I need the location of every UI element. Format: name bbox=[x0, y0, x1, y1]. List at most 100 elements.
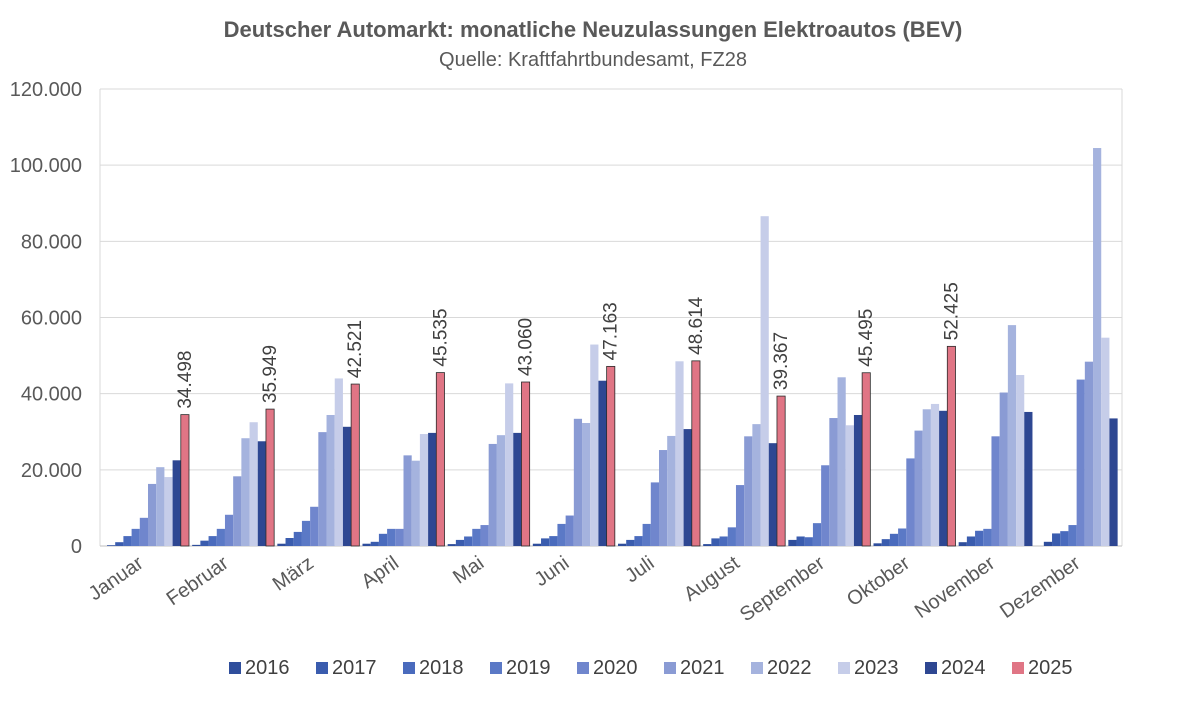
bar-2020 bbox=[480, 525, 489, 546]
bar-2016 bbox=[277, 543, 286, 546]
y-tick-label: 80.000 bbox=[21, 231, 82, 253]
bar-2025 bbox=[350, 383, 360, 547]
bar-2023 bbox=[419, 434, 429, 546]
bar-2016 bbox=[447, 544, 456, 546]
bar-2016 bbox=[873, 543, 882, 546]
legend-swatch-2020 bbox=[577, 662, 589, 674]
data-labels: 34.498 35.949 42.521 45.535 43.060 47.163 48.6… bbox=[175, 282, 963, 408]
bar-2017 bbox=[541, 538, 550, 546]
bar-2021 bbox=[148, 483, 157, 546]
bar-2022 bbox=[752, 424, 761, 546]
bar-2016 bbox=[618, 543, 627, 546]
bar-2024 bbox=[428, 432, 437, 546]
x-tick-label: Oktober bbox=[843, 552, 914, 611]
bar-2019 bbox=[557, 523, 566, 546]
bar-2016 bbox=[1043, 541, 1053, 546]
bar-2022 bbox=[1093, 148, 1102, 546]
bar-2022 bbox=[411, 460, 420, 546]
bar-2023 bbox=[249, 422, 258, 546]
bar-2023 bbox=[590, 344, 599, 546]
bar-2024 bbox=[853, 414, 863, 546]
bar-2017 bbox=[455, 539, 465, 546]
x-tick-label: Januar bbox=[85, 552, 148, 605]
bar-2018 bbox=[1060, 531, 1069, 546]
data-label: 52.425 bbox=[941, 282, 962, 340]
bar-2021 bbox=[488, 443, 497, 546]
legend-label-2021: 2021 bbox=[680, 657, 725, 679]
bar-2019 bbox=[216, 528, 225, 546]
x-tick-label: Februar bbox=[163, 552, 233, 610]
bar-2024 bbox=[257, 441, 266, 546]
bar-2022 bbox=[582, 422, 591, 546]
bar-2025 bbox=[776, 395, 786, 547]
legend-swatch-2018 bbox=[403, 662, 415, 674]
bar-2016 bbox=[362, 543, 371, 546]
bar-2021 bbox=[999, 392, 1008, 546]
bar-2017 bbox=[115, 542, 124, 546]
legend-label-2018: 2018 bbox=[419, 657, 464, 679]
bar-2020 bbox=[565, 515, 574, 546]
bar-2023 bbox=[675, 361, 684, 546]
legend-label-2022: 2022 bbox=[767, 657, 812, 679]
bar-2022 bbox=[326, 414, 335, 546]
bar-2021 bbox=[744, 436, 753, 546]
bar-2025 bbox=[691, 360, 701, 547]
legend-label-2025: 2025 bbox=[1028, 657, 1073, 679]
bar-2020 bbox=[650, 482, 659, 546]
bar-2020 bbox=[310, 506, 319, 546]
bar-2020 bbox=[1076, 379, 1085, 546]
bar-2018 bbox=[464, 536, 473, 546]
y-tick-label: 100.000 bbox=[10, 155, 82, 177]
bar-2019 bbox=[898, 528, 907, 546]
legend: 2016 2017 2018 2019 2020 2021 2022 2023 2024 2025 bbox=[229, 657, 1073, 679]
bar-2024 bbox=[342, 426, 352, 546]
bar-2024 bbox=[598, 380, 607, 546]
bar-2017 bbox=[370, 541, 379, 546]
data-label: 45.495 bbox=[856, 309, 877, 367]
bar-2021 bbox=[914, 430, 923, 546]
chart-subtitle: Quelle: Kraftfahrtbundesamt, FZ28 bbox=[439, 49, 747, 71]
bar-2018 bbox=[634, 536, 643, 546]
bar-2020 bbox=[139, 517, 148, 546]
bar-2023 bbox=[164, 477, 173, 546]
bar-2020 bbox=[395, 528, 404, 546]
bar-2024 bbox=[513, 432, 522, 546]
bar-2022 bbox=[241, 438, 250, 546]
bar-2023 bbox=[1101, 337, 1110, 546]
data-label: 39.367 bbox=[771, 332, 792, 390]
data-label: 45.535 bbox=[430, 308, 451, 366]
bar-2024 bbox=[768, 443, 777, 546]
bar-2024 bbox=[172, 460, 181, 546]
x-tick-label: Juni bbox=[531, 552, 574, 591]
bar-2025 bbox=[521, 381, 531, 547]
x-tick-label: November bbox=[911, 552, 999, 623]
bar-2017 bbox=[626, 539, 635, 546]
bar-2019 bbox=[1068, 525, 1077, 546]
bar-2025 bbox=[861, 372, 871, 547]
bar-2022 bbox=[1007, 325, 1017, 546]
bar-2016 bbox=[107, 545, 116, 546]
legend-label-2016: 2016 bbox=[245, 657, 290, 679]
y-tick-label: 40.000 bbox=[21, 384, 82, 406]
bar-2022 bbox=[496, 435, 506, 546]
data-label: 42.521 bbox=[345, 320, 366, 378]
bar-2017 bbox=[1052, 533, 1061, 546]
bar-2021 bbox=[573, 418, 583, 546]
bar-2016 bbox=[958, 542, 967, 546]
bar-2024 bbox=[1109, 418, 1118, 546]
y-axis: 0 20.000 40.000 60.000 80.000 100.000 120.000 bbox=[10, 79, 82, 558]
bar-2023 bbox=[930, 403, 940, 546]
bar-2017 bbox=[711, 538, 720, 546]
x-tick-label: März bbox=[269, 552, 318, 596]
bar-2025 bbox=[435, 372, 445, 547]
legend-swatch-2019 bbox=[490, 662, 502, 674]
bar-2019 bbox=[983, 528, 992, 546]
legend-swatch-2025 bbox=[1012, 662, 1024, 674]
legend-swatch-2024 bbox=[925, 662, 937, 674]
bar-2018 bbox=[804, 537, 813, 546]
bar-2021 bbox=[659, 450, 668, 546]
bar-2017 bbox=[200, 540, 209, 546]
data-label: 34.498 bbox=[175, 350, 196, 408]
y-tick-label: 60.000 bbox=[21, 308, 82, 330]
